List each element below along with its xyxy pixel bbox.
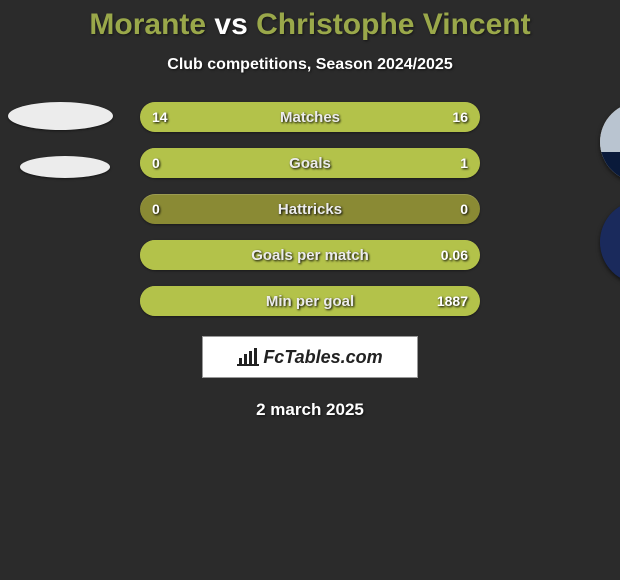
player-b-avatar <box>600 102 620 182</box>
page-title: Morante vs Christophe Vincent <box>0 0 620 42</box>
stat-label: Min per goal <box>140 286 480 316</box>
stat-value-left: 0 <box>152 194 160 224</box>
stat-value-left: 0 <box>152 148 160 178</box>
footer-date: 2 march 2025 <box>0 400 620 420</box>
title-vs: vs <box>206 8 256 41</box>
stat-row: Goals per match0.06 <box>140 240 480 270</box>
comparison-content: Matches1416Goals01Hattricks00Goals per m… <box>0 102 620 420</box>
stat-row: Goals0 1 <box>140 148 480 178</box>
title-player-a: Morante <box>89 8 206 41</box>
stat-label: Matches <box>140 102 480 132</box>
club-b-logo <box>600 200 620 284</box>
stat-value-right: 0.06 <box>441 240 468 270</box>
stat-value-right: 1 <box>460 148 468 178</box>
stat-label: Goals <box>140 148 480 178</box>
stat-label: Goals per match <box>140 240 480 270</box>
stat-bars: Matches1416Goals01Hattricks00Goals per m… <box>140 102 480 316</box>
stat-value-right: 0 <box>460 194 468 224</box>
stat-value-right: 1887 <box>437 286 468 316</box>
brand-text: FcTables.com <box>263 347 382 368</box>
stat-row: Hattricks0 0 <box>140 194 480 224</box>
subtitle: Club competitions, Season 2024/2025 <box>0 56 620 74</box>
stat-row: Matches14 16 <box>140 102 480 132</box>
brand-badge: FcTables.com <box>202 336 418 378</box>
player-a-placeholder-icon <box>8 102 113 130</box>
club-a-placeholder-icon <box>20 156 110 178</box>
bar-chart-icon <box>237 348 259 366</box>
stat-row: Min per goal1887 <box>140 286 480 316</box>
title-player-b: Christophe Vincent <box>256 8 530 41</box>
stat-label: Hattricks <box>140 194 480 224</box>
stat-value-left: 14 <box>152 102 168 132</box>
stat-value-right: 16 <box>452 102 468 132</box>
